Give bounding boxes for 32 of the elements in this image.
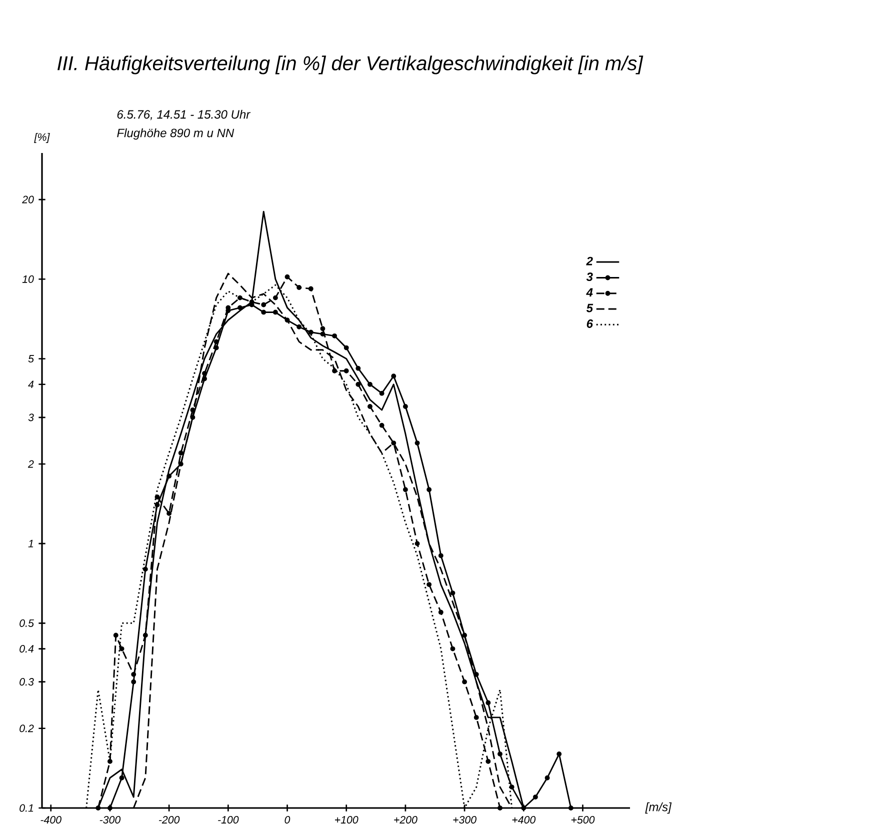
x-tick-label: +500 (571, 816, 595, 824)
y-axis-title: [%] (34, 132, 50, 143)
y-tick-label: 2 (28, 460, 34, 468)
text: 6.5.76, 14.51 - 15.30 Uhr (117, 110, 251, 120)
y-tick-label: 1 (28, 540, 34, 548)
x-tick-label: -300 (100, 816, 121, 824)
legend-label: 2 (586, 256, 593, 266)
chart-title: III. Häufigkeitsverteilung [in %] der Vertikalgeschwindigkeit [in m/s] (58, 56, 644, 74)
y-tick-label: 0.3 (20, 678, 34, 686)
y-tick-label: 4 (28, 380, 34, 388)
y-tick-label: 10 (22, 275, 34, 283)
y-tick-label: 20 (22, 196, 34, 204)
x-tick-label: -200 (158, 816, 180, 824)
y-tick-label: 3 (28, 414, 34, 422)
x-tick-label: +200 (394, 816, 418, 824)
legend-label: 5 (586, 304, 594, 312)
legend-label: 6 (586, 319, 594, 328)
text: Flughöhe 890 m u NN (117, 128, 234, 140)
x-tick-label: +100 (335, 816, 358, 824)
legend-label: 4 (586, 288, 593, 297)
y-tick-label: 5 (28, 355, 34, 362)
x-tick-label: -400 (40, 816, 62, 824)
legend-label: 3 (586, 272, 593, 282)
y-tick-label: 0.4 (20, 645, 34, 653)
y-tick-label: 0.5 (20, 619, 34, 627)
y-tick-label: 0.2 (20, 724, 34, 732)
y-tick-label: 0.1 (20, 804, 34, 812)
x-tick-label: 0 (284, 816, 290, 824)
x-tick-label: -100 (218, 816, 239, 824)
x-axis-title: [m/s] (645, 802, 672, 814)
x-tick-label: +300 (453, 816, 476, 824)
x-tick-label: +400 (512, 816, 536, 824)
